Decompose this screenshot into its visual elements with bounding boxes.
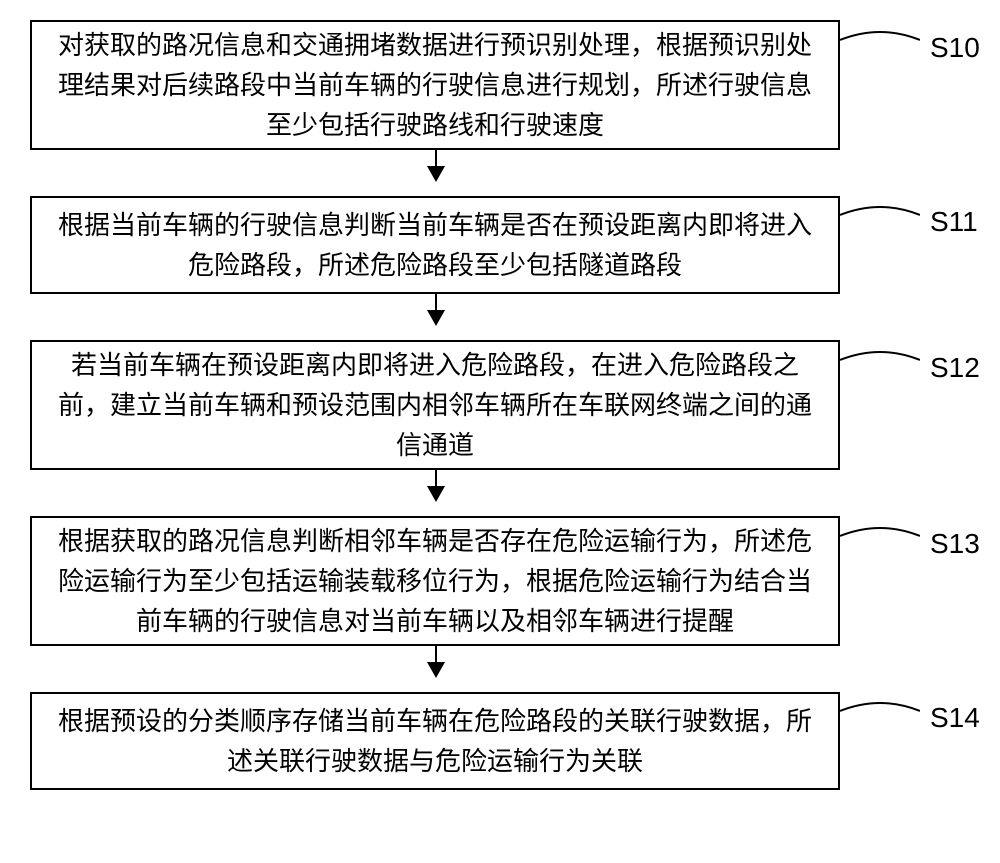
- connector-line: [840, 197, 920, 217]
- arrow-down-4: [435, 646, 437, 676]
- step-box-s10: 对获取的路况信息和交通拥堵数据进行预识别处理，根据预识别处理结果对后续路段中当前…: [30, 20, 840, 150]
- step-text: 根据预设的分类顺序存储当前车辆在危险路段的关联行驶数据，所述关联行驶数据与危险运…: [52, 701, 818, 782]
- step-text: 若当前车辆在预设距离内即将进入危险路段，在进入危险路段之前，建立当前车辆和预设范…: [52, 345, 818, 466]
- arrow-down-2: [435, 294, 437, 324]
- connector-line: [840, 22, 920, 42]
- step-box-s11: 根据当前车辆的行驶信息判断当前车辆是否在预设距离内即将进入危险路段，所述危险路段…: [30, 196, 840, 294]
- connector-line: [840, 342, 920, 362]
- step-box-s13: 根据获取的路况信息判断相邻车辆是否存在危险运输行为，所述危险运输行为至少包括运输…: [30, 516, 840, 646]
- step-label-s14: S14: [930, 702, 980, 734]
- step-box-s12: 若当前车辆在预设距离内即将进入危险路段，在进入危险路段之前，建立当前车辆和预设范…: [30, 340, 840, 470]
- connector-line: [840, 518, 920, 538]
- connector-line: [840, 693, 920, 713]
- step-label-s13: S13: [930, 528, 980, 560]
- arrow-down-1: [435, 150, 437, 180]
- step-text: 根据获取的路况信息判断相邻车辆是否存在危险运输行为，所述危险运输行为至少包括运输…: [52, 521, 818, 642]
- step-label-s11: S11: [930, 206, 978, 238]
- flowchart-canvas: 对获取的路况信息和交通拥堵数据进行预识别处理，根据预识别处理结果对后续路段中当前…: [0, 0, 1000, 863]
- step-box-s14: 根据预设的分类顺序存储当前车辆在危险路段的关联行驶数据，所述关联行驶数据与危险运…: [30, 692, 840, 790]
- step-text: 对获取的路况信息和交通拥堵数据进行预识别处理，根据预识别处理结果对后续路段中当前…: [52, 25, 818, 146]
- step-text: 根据当前车辆的行驶信息判断当前车辆是否在预设距离内即将进入危险路段，所述危险路段…: [52, 205, 818, 286]
- step-label-s12: S12: [930, 352, 980, 384]
- arrow-down-3: [435, 470, 437, 500]
- step-label-s10: S10: [930, 32, 980, 64]
